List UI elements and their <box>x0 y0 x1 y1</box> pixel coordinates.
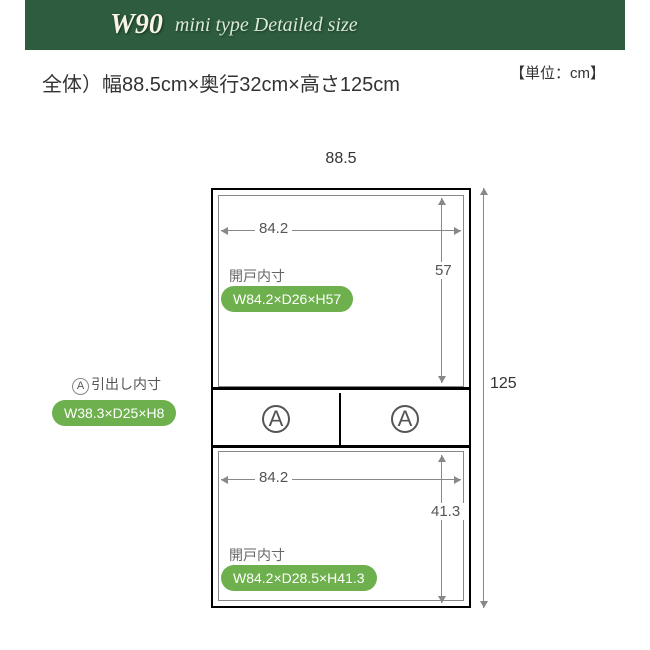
bottom-width-value: 84.2 <box>255 469 292 486</box>
furniture-outline: 84.2 57 開戸内寸 W84.2×D26×H57 A A 84.2 41.3… <box>211 188 471 608</box>
header-bar: W90 mini type Detailed size <box>25 0 625 50</box>
drawer-row: A A <box>213 393 469 448</box>
bottom-section-label: 開戸内寸 <box>229 545 285 565</box>
unit-label: 【単位：cm】 <box>510 62 605 83</box>
bottom-height-value: 41.3 <box>427 503 464 520</box>
diagram: 88.5 84.2 57 開戸内寸 W84.2×D26×H57 A A <box>0 145 650 625</box>
bottom-dimensions-badge: W84.2×D28.5×H41.3 <box>221 565 377 591</box>
top-section-label: 開戸内寸 <box>229 266 285 286</box>
top-height-value: 57 <box>431 262 456 279</box>
bottom-height-arrow <box>441 455 442 603</box>
drawer-marker-a-right: A <box>391 405 419 433</box>
drawer-left: A <box>213 393 341 445</box>
drawer-marker-a-left: A <box>262 405 290 433</box>
top-height-arrow <box>441 198 442 383</box>
drawer-callout: A引出し内寸 <box>72 374 161 395</box>
overall-dimensions-text: 全体）幅88.5cm×奥行32cm×高さ125cm <box>42 68 400 97</box>
top-compartment: 84.2 57 開戸内寸 W84.2×D26×H57 <box>213 190 469 390</box>
total-height-label: 125 <box>490 375 517 393</box>
top-dimensions-badge: W84.2×D26×H57 <box>221 286 353 312</box>
top-width-value: 84.2 <box>255 220 292 237</box>
total-width-label: 88.5 <box>211 150 471 168</box>
total-height-line <box>483 188 484 608</box>
header-title: W90 <box>110 9 163 41</box>
drawer-dimensions-badge: W38.3×D25×H8 <box>52 400 176 426</box>
drawer-callout-marker: A <box>72 378 89 395</box>
header-subtitle: mini type Detailed size <box>175 14 358 37</box>
bottom-compartment: 84.2 41.3 開戸内寸 W84.2×D28.5×H41.3 <box>213 451 469 606</box>
drawer-callout-label: 引出し内寸 <box>91 376 161 392</box>
drawer-right: A <box>341 393 469 445</box>
